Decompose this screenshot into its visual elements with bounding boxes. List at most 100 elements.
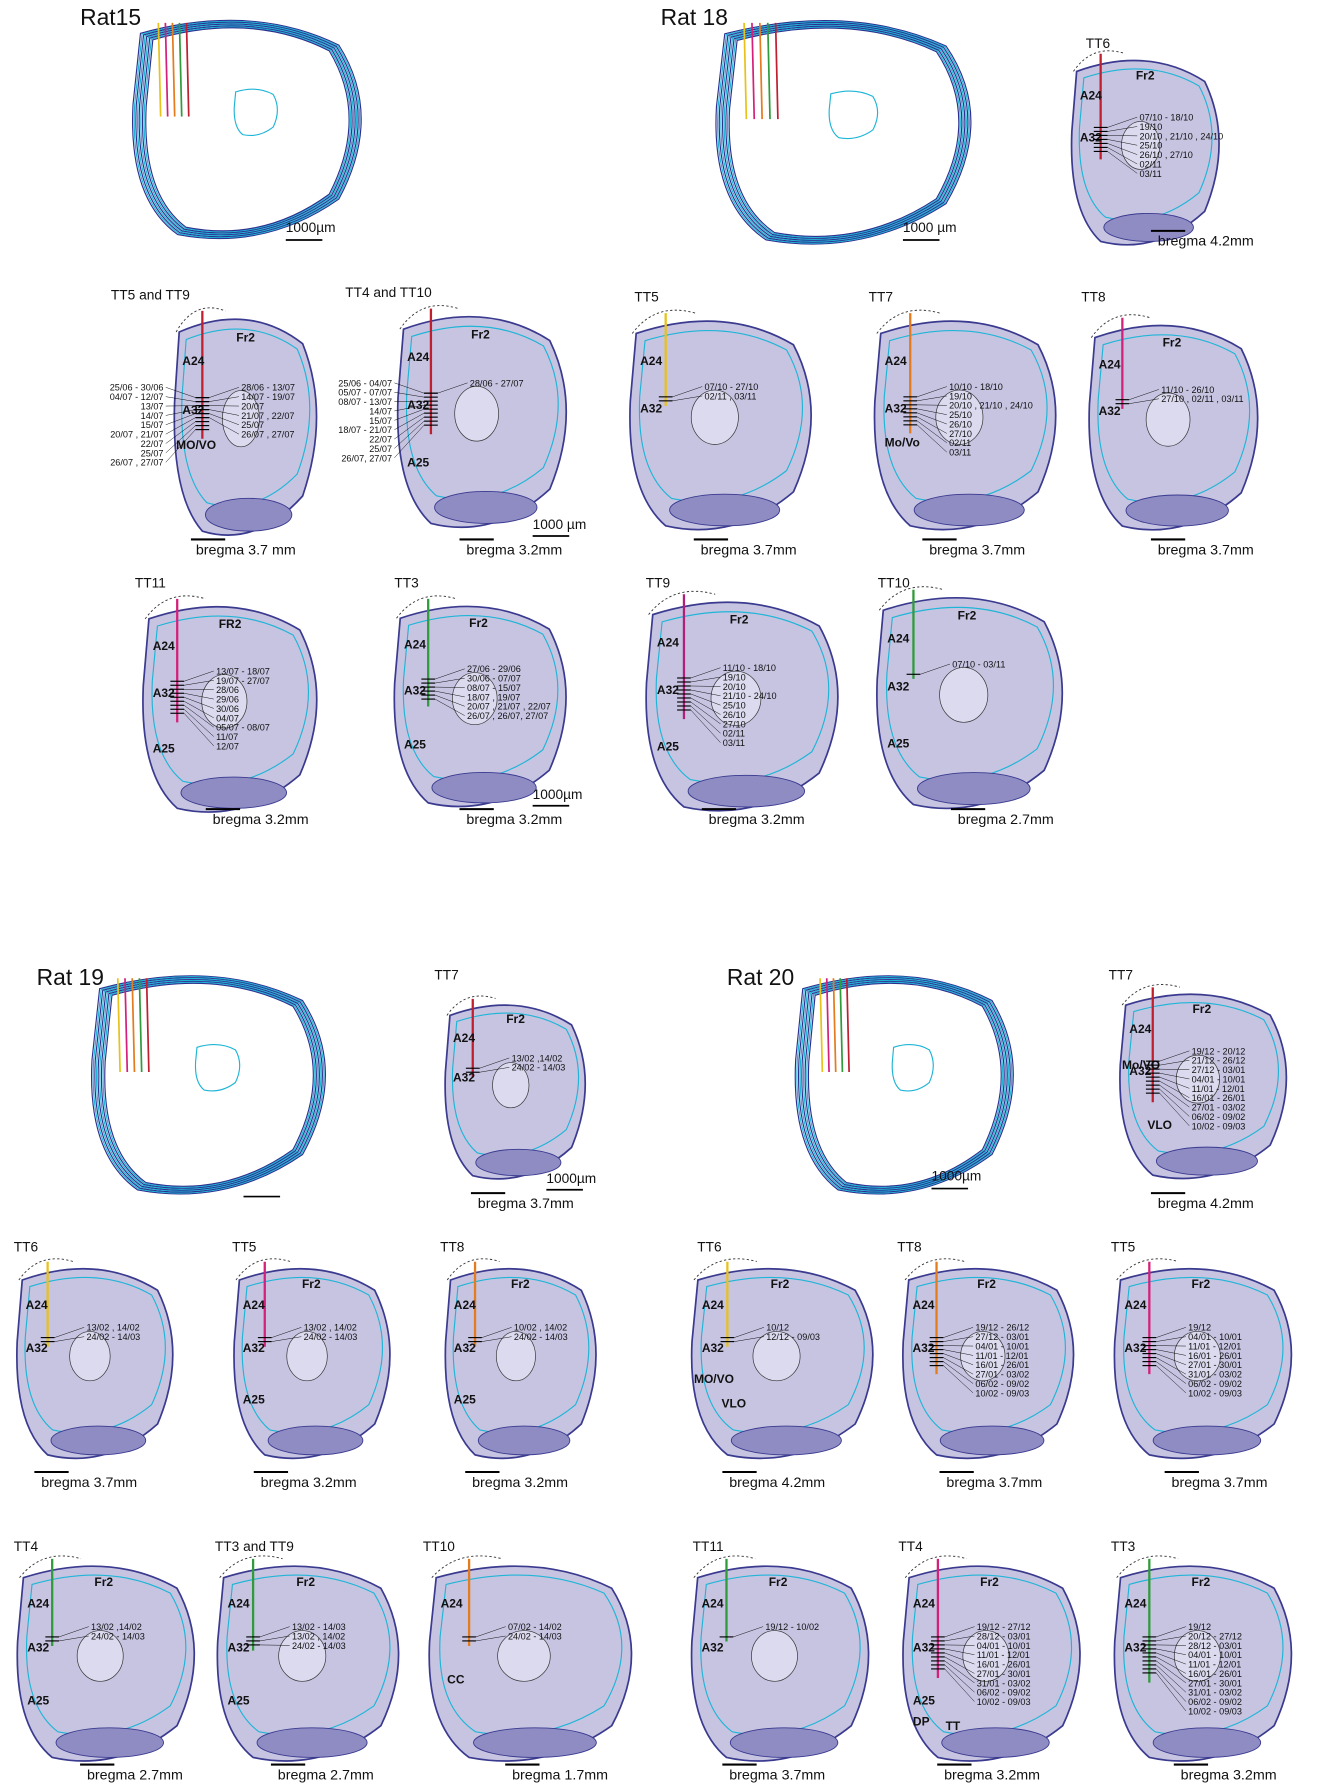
date-label: 02/11 , 03/11 (705, 391, 757, 401)
olfactory-region (267, 1425, 364, 1456)
electrode-track (178, 22, 183, 117)
region-label: A24 (153, 639, 175, 653)
outline (794, 975, 1014, 1195)
electrode-track (825, 978, 830, 1073)
region-label: Fr2 (302, 1277, 321, 1291)
outline (132, 19, 362, 240)
date-label: 31/01 - 03/02 (1188, 1688, 1242, 1698)
cortex-boundary (405, 325, 559, 500)
date-label: 30/06 - 07/07 (467, 674, 521, 684)
outline (715, 20, 972, 245)
outline (140, 24, 355, 235)
leader-line (481, 1327, 512, 1338)
cortex-boundary (25, 1574, 187, 1736)
leader-line (944, 1635, 975, 1642)
section-title: TT8 (440, 1239, 465, 1254)
leader-line (394, 382, 425, 394)
date-label: 26/10 (949, 419, 972, 429)
leader-line (1156, 1656, 1187, 1674)
olfactory-region (50, 1425, 147, 1456)
leader-line (165, 429, 196, 463)
region-label: A24 (1124, 1596, 1146, 1610)
electrode-track (131, 978, 136, 1073)
striatum (495, 1331, 536, 1382)
dashed-tissue-edge (446, 995, 496, 1016)
electrode-track (774, 22, 779, 120)
region-label: A24 (26, 1298, 48, 1312)
date-label: 13/02 ,14/02 (512, 1053, 563, 1063)
region-label: A32 (1099, 404, 1121, 418)
cortex-boundary (655, 611, 830, 784)
date-label: 15/07 (369, 416, 392, 426)
striatum (497, 1630, 551, 1682)
scale-label: 1000µm (533, 787, 583, 802)
scale-label: 1000µm (931, 1169, 981, 1184)
leader-line (944, 1626, 975, 1638)
cortex-boundary (151, 615, 310, 785)
section-title: TT3 (1111, 1539, 1136, 1554)
electrode-track (164, 22, 169, 117)
cortex-boundary (24, 1276, 166, 1434)
leader-line (1159, 1060, 1190, 1066)
region-label: A24 (27, 1596, 49, 1610)
section-title: TT5 and TT9 (111, 287, 190, 302)
leader-line (1129, 389, 1160, 400)
outline (728, 27, 960, 237)
region-label: A32 (407, 398, 429, 412)
region-label: A32 (887, 679, 909, 693)
region-label: A24 (1099, 358, 1121, 372)
electrode-track (157, 22, 162, 117)
region-label: Fr2 (1192, 1002, 1211, 1016)
outline (717, 21, 970, 244)
leader-line (1107, 151, 1138, 174)
electrode-track (766, 22, 771, 120)
region-label: DP (913, 1715, 930, 1729)
leader-line (54, 1327, 85, 1338)
region-label: Fr2 (980, 1575, 999, 1589)
outline (99, 979, 319, 1190)
date-label: 06/02 - 09/02 (1188, 1379, 1242, 1389)
overview-outlines (90, 975, 326, 1195)
cortex-boundary (241, 1276, 383, 1434)
date-label: 16/01 - 26/01 (1192, 1093, 1246, 1103)
section-title: TT7 (434, 967, 458, 982)
dashed-tissue-edge (219, 1555, 283, 1578)
region-label: A32 (702, 1641, 724, 1655)
section-title: TT6 (14, 1239, 39, 1254)
leader-line (1156, 1361, 1187, 1384)
outline (141, 25, 353, 234)
region-label: A24 (1129, 1022, 1151, 1036)
date-label: 26/10 , 27/10 (1139, 150, 1192, 160)
region-label: A32 (657, 683, 679, 697)
section-title: TT11 (693, 1539, 724, 1554)
leader-line (1156, 1672, 1187, 1712)
region-label: VLO (721, 1397, 746, 1411)
leader-line (435, 677, 465, 684)
date-label: 04/01 - 10/01 (975, 1341, 1029, 1351)
date-label: 06/02 - 09/02 (975, 1379, 1029, 1389)
region-label: TT (946, 1719, 961, 1733)
leader-line (184, 680, 214, 686)
date-label: 10/02 - 09/03 (1188, 1706, 1242, 1716)
leader-line (437, 382, 468, 394)
bregma-label: bregma 1.7mm (512, 1767, 608, 1783)
date-label: 20/10 (723, 682, 746, 692)
leader-line (209, 417, 240, 435)
date-label: 16/01 - 26/01 (977, 1660, 1031, 1670)
date-label: 25/07 (241, 420, 264, 430)
region-label: A24 (702, 1298, 724, 1312)
date-label: 28/06 - 13/07 (241, 383, 295, 393)
region-label: Mo/Vo (885, 436, 920, 450)
scale-label: 1000µm (546, 1171, 596, 1186)
olfactory-region (473, 1727, 597, 1758)
region-label: A24 (407, 350, 429, 364)
striatum (1173, 1630, 1221, 1682)
outline (726, 26, 961, 238)
section-title: TT3 and TT9 (215, 1539, 294, 1554)
bregma-label: bregma 3.2mm (261, 1475, 357, 1491)
striatum (286, 1331, 328, 1382)
leader-line (183, 697, 214, 709)
section-title: TT11 (135, 575, 166, 590)
leader-line (1156, 1626, 1186, 1638)
date-label: 10/12 (766, 1323, 789, 1333)
